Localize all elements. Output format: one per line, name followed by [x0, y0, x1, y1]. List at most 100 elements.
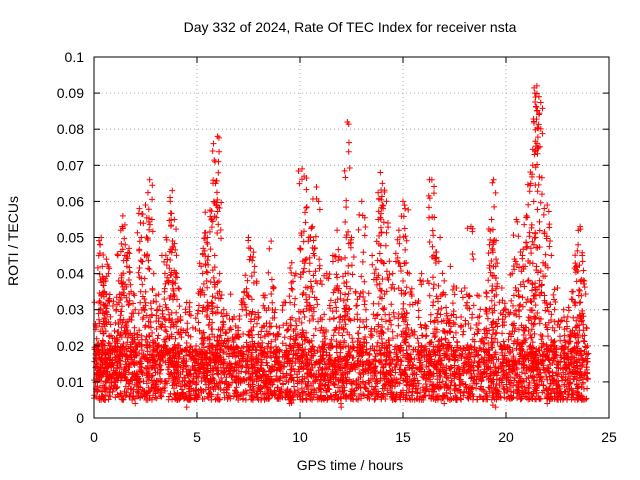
- data-point: [280, 381, 287, 388]
- data-point: [393, 376, 400, 383]
- data-point: [321, 333, 328, 340]
- data-point: [203, 381, 210, 388]
- data-point: [177, 364, 184, 371]
- data-point: [142, 324, 149, 331]
- data-point: [154, 335, 161, 342]
- data-point: [272, 336, 279, 343]
- data-point: [315, 318, 322, 325]
- data-point: [105, 375, 112, 382]
- data-point: [539, 351, 546, 358]
- data-point: [220, 360, 227, 367]
- data-point: [419, 384, 426, 391]
- data-point: [506, 349, 513, 356]
- data-point: [265, 331, 272, 338]
- data-point: [375, 391, 382, 398]
- data-point: [261, 323, 268, 330]
- data-point: [328, 358, 335, 365]
- data-point: [288, 322, 295, 329]
- data-point: [194, 310, 201, 317]
- data-point: [514, 371, 521, 378]
- data-point: [353, 395, 360, 402]
- data-point: [482, 393, 489, 400]
- data-point: [467, 325, 474, 332]
- data-points: [91, 82, 592, 411]
- data-point: [436, 379, 443, 386]
- data-point: [263, 328, 270, 335]
- data-point: [154, 369, 161, 376]
- data-point: [137, 384, 144, 391]
- data-point: [378, 335, 385, 342]
- data-point: [193, 379, 200, 386]
- data-point: [356, 380, 363, 387]
- data-point: [459, 331, 466, 338]
- data-point: [253, 391, 260, 398]
- data-point: [332, 370, 339, 377]
- data-point: [153, 298, 160, 305]
- data-point: [264, 385, 271, 392]
- data-point: [192, 315, 199, 322]
- data-point: [299, 395, 306, 402]
- data-point: [280, 322, 287, 329]
- data-point: [316, 344, 323, 351]
- data-point: [488, 297, 495, 304]
- data-point: [388, 301, 395, 308]
- data-point: [547, 380, 554, 387]
- data-point: [136, 350, 143, 357]
- data-point: [415, 380, 422, 387]
- data-point: [129, 396, 136, 403]
- data-point: [389, 335, 396, 342]
- data-point: [144, 348, 151, 355]
- data-point: [316, 380, 323, 387]
- data-point: [522, 324, 529, 331]
- data-point: [294, 350, 301, 357]
- data-point: [273, 373, 280, 380]
- data-point: [182, 375, 189, 382]
- data-point: [193, 343, 200, 349]
- data-point: [245, 368, 252, 375]
- data-point: [274, 384, 281, 391]
- data-point: [505, 343, 512, 350]
- data-point: [356, 324, 363, 331]
- data-point: [145, 318, 152, 325]
- data-point: [328, 336, 335, 343]
- data-point: [529, 339, 536, 346]
- data-point: [460, 392, 467, 399]
- data-point: [585, 350, 592, 357]
- data-point: [522, 370, 529, 377]
- data-point: [549, 369, 556, 376]
- data-point: [242, 396, 249, 403]
- data-point: [267, 373, 274, 380]
- data-point: [419, 352, 426, 359]
- data-point: [309, 364, 316, 371]
- data-point: [555, 382, 562, 389]
- data-point: [545, 386, 552, 393]
- data-point: [272, 362, 279, 369]
- data-point: [318, 367, 325, 374]
- data-point: [452, 329, 459, 336]
- data-point: [311, 347, 318, 354]
- data-point: [538, 358, 545, 365]
- data-point: [127, 386, 134, 393]
- data-point: [258, 328, 265, 335]
- data-point: [478, 356, 485, 363]
- data-point: [575, 377, 582, 384]
- data-point: [397, 362, 404, 369]
- data-point: [177, 392, 184, 399]
- data-point: [406, 332, 413, 339]
- data-point: [505, 336, 512, 343]
- data-point: [393, 360, 400, 367]
- data-point: [544, 333, 551, 340]
- data-point: [394, 332, 401, 339]
- data-point: [526, 379, 533, 386]
- data-point: [190, 387, 197, 394]
- data-point: [187, 343, 194, 350]
- data-point: [306, 391, 313, 398]
- data-point: [353, 385, 360, 392]
- data-point: [199, 396, 206, 403]
- data-point: [308, 389, 315, 396]
- data-point: [432, 396, 439, 403]
- data-point: [291, 383, 298, 390]
- data-point: [250, 343, 257, 350]
- data-point: [209, 319, 216, 326]
